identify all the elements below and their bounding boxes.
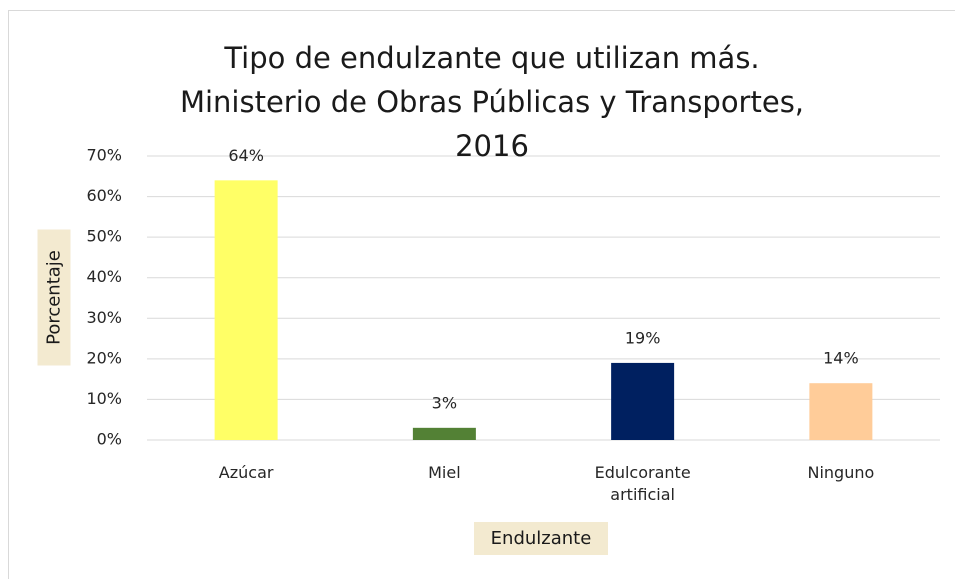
bar <box>214 180 278 441</box>
data-label: 14% <box>823 349 859 368</box>
bar <box>412 427 476 440</box>
chart-border <box>8 10 955 579</box>
y-tick-label: 50% <box>86 227 122 246</box>
x-tick-label: Edulcorante artificial <box>594 463 691 504</box>
x-axis-label: Endulzante <box>474 522 608 555</box>
x-tick-label: Ninguno <box>807 463 875 482</box>
y-tick-label: 0% <box>97 430 122 449</box>
y-tick-label: 30% <box>86 308 122 327</box>
x-tick-label: Azúcar <box>218 463 274 482</box>
y-tick-label: 20% <box>86 348 122 367</box>
y-tick-label: 60% <box>86 186 122 205</box>
y-tick-label: 70% <box>86 146 122 165</box>
bar <box>611 362 675 440</box>
data-label: 19% <box>625 328 661 347</box>
y-axis-label: Porcentaje <box>37 229 71 366</box>
chart-title: Tipo de endulzante que utilizan más. Min… <box>179 41 805 163</box>
data-label: 3% <box>432 393 457 412</box>
y-tick-label: 10% <box>86 389 122 408</box>
bar <box>809 383 873 440</box>
y-tick-label: 40% <box>86 267 122 286</box>
data-label: 64% <box>228 146 264 165</box>
x-tick-label: Miel <box>428 463 461 482</box>
